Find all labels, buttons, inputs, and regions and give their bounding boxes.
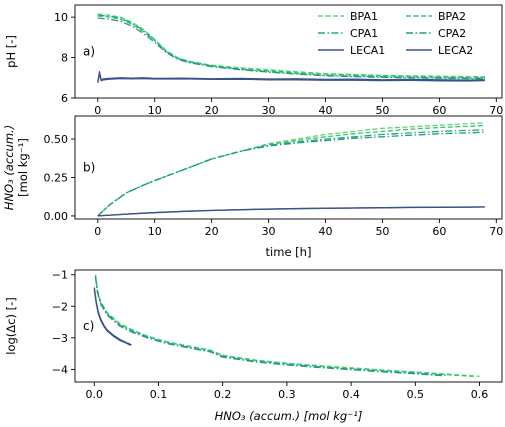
x-tick-label: 60 xyxy=(432,104,446,117)
x-tick-label: 0 xyxy=(94,104,101,117)
y-axis-label: [mol kg⁻¹] xyxy=(16,138,30,197)
x-tick-label: 50 xyxy=(375,104,389,117)
y-tick-label: −2 xyxy=(52,300,68,313)
x-axis-label: time [h] xyxy=(266,245,312,259)
x-axis-label: HNO₃ (accum.) [mol kg⁻¹] xyxy=(215,409,363,423)
y-axis-label: HNO₃ (accum.) xyxy=(2,125,16,210)
x-tick-label: 0.0 xyxy=(86,388,104,401)
x-tick-label: 10 xyxy=(148,104,162,117)
y-tick-label: 0.25 xyxy=(44,171,69,184)
y-tick-label: 6 xyxy=(61,92,68,105)
panel-label: b) xyxy=(83,161,95,175)
series-line-leca2-panel-1 xyxy=(97,73,485,83)
y-tick-label: 8 xyxy=(61,52,68,65)
panel-a-ph: 0 10 20 30 40 50 60 70 6 8 10 a) pH [-] BPA1 BPA2 CPA1 C… xyxy=(4,4,503,117)
series-line-cpa2-panel-2 xyxy=(97,131,485,217)
y-tick-label: −4 xyxy=(52,363,68,376)
series-line-cpa1-panel-2 xyxy=(97,129,485,217)
y-tick-label: 10 xyxy=(54,11,68,24)
x-tick-label: 70 xyxy=(489,104,503,117)
x-tick-label: 20 xyxy=(205,225,219,238)
series-line-cpa1-panel-3 xyxy=(94,276,448,377)
x-tick-label: 40 xyxy=(319,104,333,117)
series-line-bpa1-panel-1 xyxy=(97,13,485,78)
legend-label-leca1: LECA1 xyxy=(350,44,385,57)
legend: BPA1 BPA2 CPA1 CPA2 LECA1 LECA2 xyxy=(318,10,473,57)
x-tick-label: 70 xyxy=(489,225,503,238)
x-tick-label: 0.3 xyxy=(278,388,296,401)
x-tick-label: 0.4 xyxy=(342,388,360,401)
x-tick-label: 0.1 xyxy=(150,388,168,401)
panel-b-hno3-vs-time: 0 10 20 30 40 50 60 70 0.00 0.25 0.50 b) HNO₃ (accum… xyxy=(2,115,503,259)
x-tick-label: 60 xyxy=(432,225,446,238)
x-tick-label: 10 xyxy=(148,225,162,238)
y-axis-label: pH [-] xyxy=(4,35,18,68)
axes-frame xyxy=(74,4,503,99)
series-line-bpa2-panel-1 xyxy=(97,15,485,79)
y-tick-label: −1 xyxy=(52,269,68,282)
series-line-leca2-panel-3 xyxy=(93,288,132,346)
axes-frame xyxy=(74,115,503,220)
panel-label: c) xyxy=(83,319,94,333)
series-line-cpa2-panel-1 xyxy=(97,17,485,80)
x-tick-label: 30 xyxy=(262,225,276,238)
x-tick-label: 30 xyxy=(262,104,276,117)
series-line-bpa1-panel-3 xyxy=(94,274,480,377)
series-line-cpa1-panel-1 xyxy=(97,14,485,79)
legend-label-bpa2: BPA2 xyxy=(438,10,466,23)
series-line-bpa2-panel-2 xyxy=(97,124,485,217)
legend-label-leca2: LECA2 xyxy=(438,44,473,57)
x-tick-label: 0.2 xyxy=(214,388,232,401)
series-line-cpa2-panel-3 xyxy=(94,277,445,377)
y-tick-label: 0.50 xyxy=(44,133,69,146)
legend-label-cpa2: CPA2 xyxy=(438,27,466,40)
series-line-leca2-panel-2 xyxy=(97,206,485,217)
legend-label-bpa1: BPA1 xyxy=(350,10,378,23)
x-tick-label: 50 xyxy=(375,225,389,238)
axes-frame xyxy=(74,269,503,383)
x-tick-label: 0 xyxy=(94,225,101,238)
x-tick-label: 0.6 xyxy=(471,388,489,401)
x-tick-label: 40 xyxy=(319,225,333,238)
y-axis-label: log(Δc) [-] xyxy=(4,297,18,354)
series-line-bpa2-panel-3 xyxy=(94,275,474,377)
y-tick-label: −3 xyxy=(52,332,68,345)
series-line-bpa1-panel-2 xyxy=(97,122,485,217)
panel-label: a) xyxy=(83,45,95,59)
y-tick-label: 0.00 xyxy=(44,210,69,223)
x-tick-label: 0.5 xyxy=(407,388,425,401)
legend-label-cpa1: CPA1 xyxy=(350,27,378,40)
x-tick-label: 20 xyxy=(205,104,219,117)
panel-c-logdc-vs-hno3: 0.0 0.1 0.2 0.3 0.4 0.5 0.6 −4 −3 −2 −1 c) log(Δc) [… xyxy=(4,269,503,423)
